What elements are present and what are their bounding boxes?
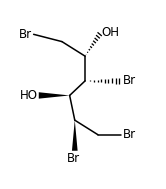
Text: Br: Br [122, 74, 135, 87]
Polygon shape [72, 120, 78, 151]
Polygon shape [39, 92, 70, 99]
Text: Br: Br [19, 28, 32, 41]
Text: OH: OH [102, 26, 120, 39]
Text: Br: Br [67, 152, 80, 165]
Text: Br: Br [122, 128, 135, 141]
Text: HO: HO [19, 89, 38, 102]
